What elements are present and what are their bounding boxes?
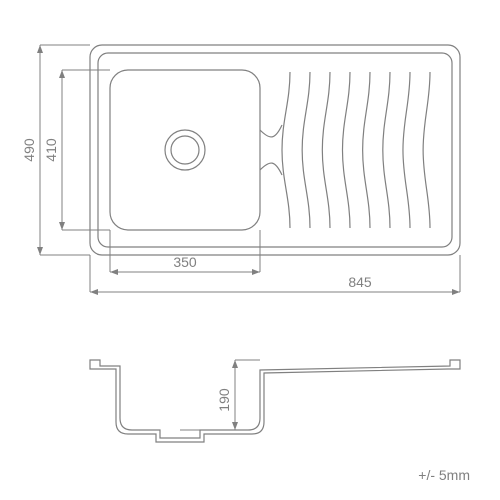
dim-height-410: 410 xyxy=(43,138,59,162)
drainer-rib xyxy=(342,72,350,228)
drainer-rib xyxy=(423,72,430,228)
sink-bowl xyxy=(110,70,260,230)
side-view xyxy=(90,360,460,442)
tolerance-note: +/- 5mm xyxy=(418,467,470,483)
dim-width-845: 845 xyxy=(348,274,372,290)
waist-curve xyxy=(260,163,282,175)
dim-height-490: 490 xyxy=(21,138,37,162)
waist-curve xyxy=(260,125,282,137)
drainer-rib xyxy=(363,72,370,228)
sink-dimension-diagram: 845 350 490 410 190 +/- 5mm xyxy=(0,0,500,500)
drainer-rib xyxy=(322,72,330,228)
drainer-rib xyxy=(282,72,290,228)
drainer-rib xyxy=(403,72,410,228)
dim-depth-190: 190 xyxy=(216,388,232,412)
sink-inner-outline xyxy=(98,53,452,247)
dim-width-350: 350 xyxy=(173,254,197,270)
drain-inner xyxy=(171,136,199,164)
drainer-rib xyxy=(302,72,310,228)
sink-section xyxy=(90,360,460,442)
sink-outer xyxy=(90,45,460,255)
drainer-rib xyxy=(383,72,390,228)
top-view xyxy=(90,45,460,255)
